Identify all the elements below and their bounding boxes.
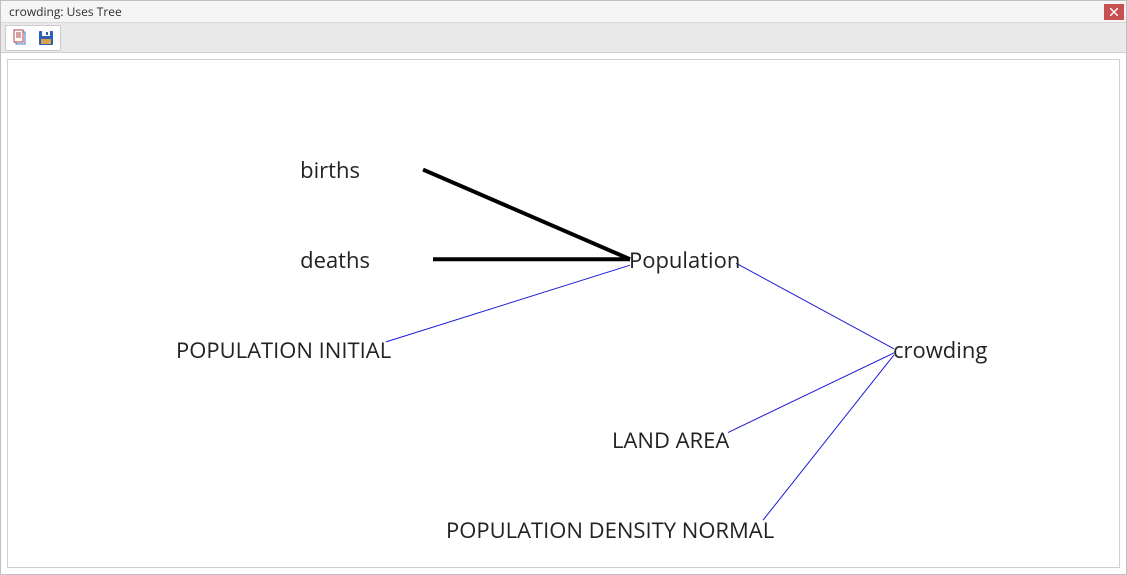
node-landarea: LAND AREA [612,425,729,455]
node-popinit: POPULATION INITIAL [176,335,391,365]
app-window: crowding: Uses Tree [0,0,1127,575]
edge-layer [8,60,1119,567]
save-button[interactable] [36,28,56,48]
copy-button[interactable] [10,28,30,48]
node-crowding: crowding [893,335,987,365]
close-button[interactable] [1104,4,1124,20]
node-pdn: POPULATION DENSITY NORMAL [446,515,774,545]
titlebar: crowding: Uses Tree [1,1,1126,23]
edge [423,170,630,260]
node-population: Population [629,245,740,275]
edge [736,263,894,349]
node-births: births [300,155,360,185]
edge [763,355,894,520]
edge [728,353,894,433]
diagram-canvas: births deaths POPULATION INITIAL Population… [7,59,1120,568]
window-title: crowding: Uses Tree [9,1,122,23]
save-icon [37,29,55,47]
toolbar [1,23,1126,53]
node-deaths: deaths [300,245,370,275]
edge [386,265,630,342]
close-icon [1110,8,1118,16]
copy-document-icon [11,29,29,47]
toolbar-group [5,25,61,51]
